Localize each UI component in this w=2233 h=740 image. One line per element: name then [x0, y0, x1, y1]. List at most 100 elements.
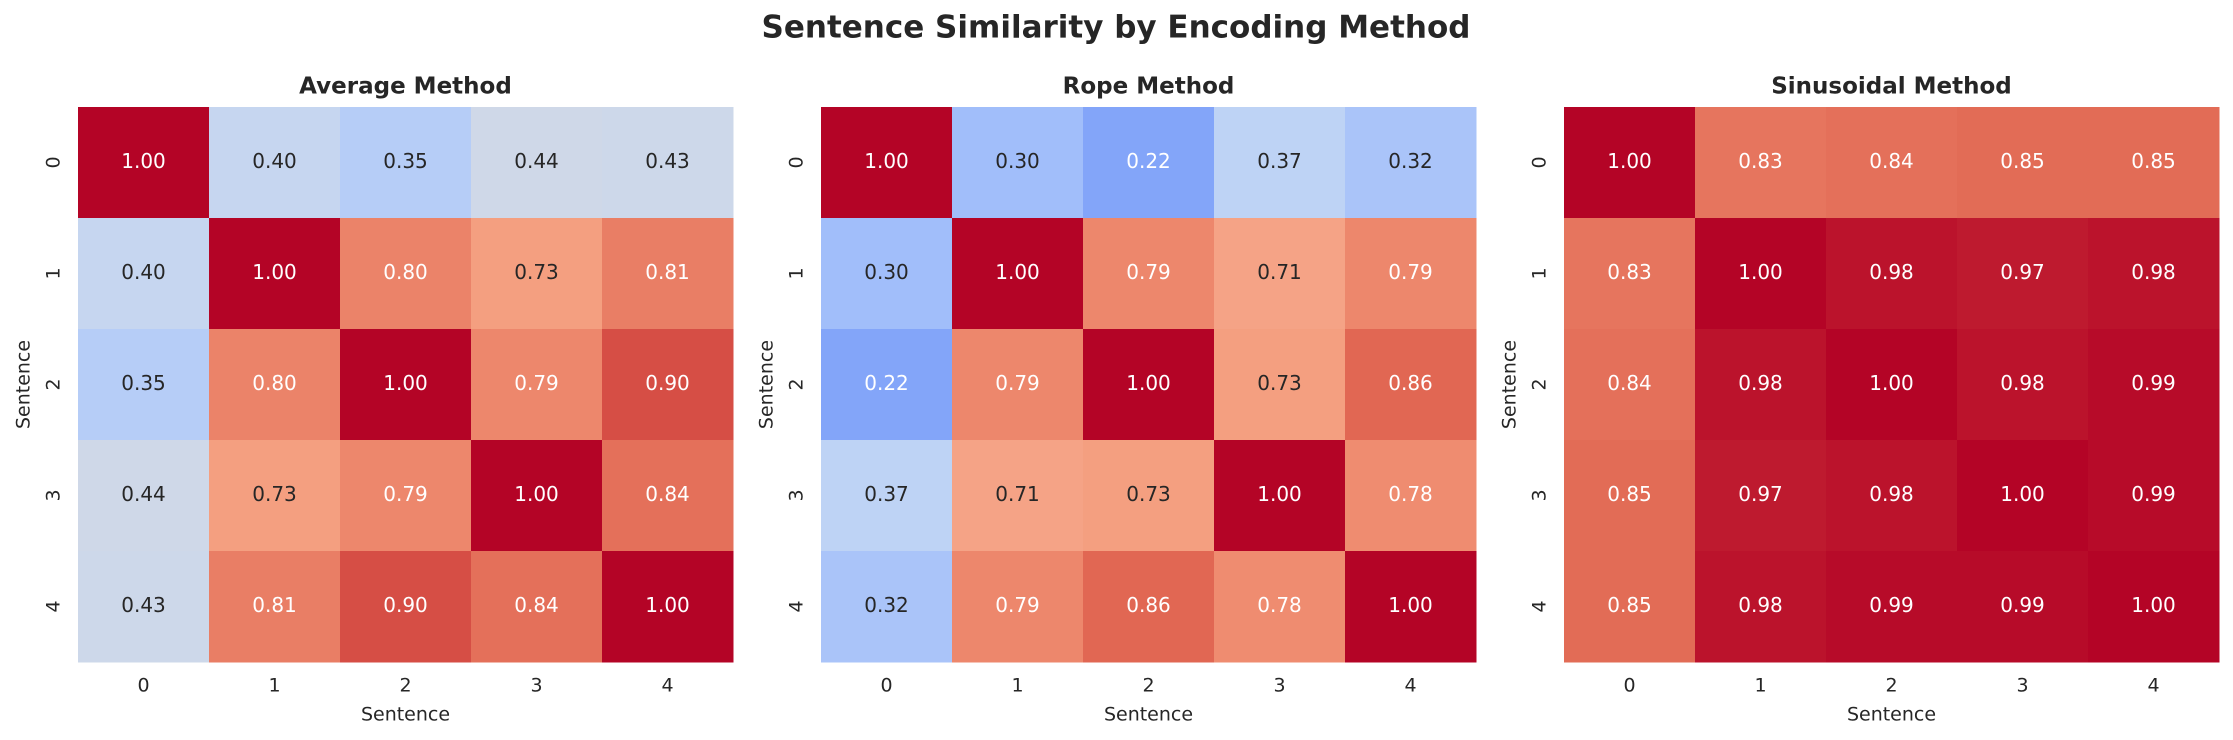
cell-label: 0.37	[864, 482, 909, 506]
heatmap-cell	[471, 218, 603, 330]
cell-label: 0.22	[864, 371, 909, 395]
cell-label: 1.00	[1257, 482, 1302, 506]
cell-label: 1.00	[995, 260, 1040, 284]
heatmap-cell	[1214, 107, 1346, 219]
cell-label: 0.98	[1869, 260, 1914, 284]
cell-label: 0.99	[2131, 482, 2176, 506]
heatmap-cell	[821, 329, 953, 441]
heatmap-cell	[1345, 440, 1477, 552]
cell-label: 0.78	[1388, 482, 1433, 506]
cell-label: 0.98	[1869, 482, 1914, 506]
panel-title: Rope Method	[1063, 74, 1235, 100]
x-tick-label: 4	[2147, 675, 2159, 697]
heatmap-cell	[1083, 440, 1215, 552]
heatmap-cell	[2088, 551, 2220, 663]
cell-label: 0.85	[2131, 149, 2176, 173]
cell-label: 0.79	[514, 371, 559, 395]
heatmap-cell	[952, 551, 1084, 663]
y-tick-label: 0	[1529, 156, 1551, 168]
heatmap-cell	[471, 440, 603, 552]
heatmap-cell	[471, 329, 603, 441]
cell-label: 1.00	[1607, 149, 1652, 173]
cell-label: 1.00	[121, 149, 166, 173]
heatmap-cell	[340, 440, 472, 552]
heatmap-cell	[1826, 107, 1958, 219]
heatmap-cell	[209, 329, 341, 441]
heatmap-cell	[952, 107, 1084, 219]
cell-label: 0.85	[2000, 149, 2045, 173]
x-tick-label: 1	[1754, 675, 1766, 697]
heatmap-cell	[78, 218, 210, 330]
cell-label: 1.00	[864, 149, 909, 173]
cell-label: 0.97	[1738, 482, 1783, 506]
cell-label: 0.40	[121, 260, 166, 284]
chart-title: Sentence Similarity by Encoding Method	[762, 10, 1471, 46]
heatmap-cell	[1695, 440, 1827, 552]
heatmap-cell	[209, 218, 341, 330]
cell-label: 0.79	[1126, 260, 1171, 284]
y-tick-label: 2	[786, 378, 808, 390]
x-tick-label: 3	[530, 675, 542, 697]
cell-label: 0.79	[995, 593, 1040, 617]
cell-label: 0.43	[121, 593, 166, 617]
cell-label: 0.71	[995, 482, 1040, 506]
heatmap-cell	[821, 551, 953, 663]
x-tick-label: 4	[1404, 675, 1416, 697]
y-tick-label: 1	[1529, 267, 1551, 279]
cell-label: 0.83	[1607, 260, 1652, 284]
x-axis-label: Sentence	[1104, 704, 1193, 726]
heatmap-cell	[1957, 551, 2089, 663]
cell-label: 0.44	[514, 149, 559, 173]
cell-label: 0.85	[1607, 482, 1652, 506]
cell-label: 0.32	[864, 593, 909, 617]
cell-label: 0.84	[514, 593, 559, 617]
heatmap-cell	[1564, 551, 1696, 663]
heatmap-cell	[1214, 329, 1346, 441]
x-tick-label: 0	[880, 675, 892, 697]
heatmap-cell	[2088, 107, 2220, 219]
heatmap-cell	[471, 551, 603, 663]
heatmap-cell	[2088, 218, 2220, 330]
heatmap-cell	[2088, 329, 2220, 441]
cell-label: 1.00	[252, 260, 297, 284]
heatmap-cell	[952, 218, 1084, 330]
cell-label: 0.90	[645, 371, 690, 395]
heatmap-cell	[952, 440, 1084, 552]
x-tick-label: 2	[399, 675, 411, 697]
cell-label: 0.99	[2000, 593, 2045, 617]
heatmap-cell	[1564, 440, 1696, 552]
cell-label: 0.99	[1869, 593, 1914, 617]
heatmap-cell	[78, 107, 210, 219]
heatmap-cell	[602, 551, 734, 663]
x-axis-label: Sentence	[361, 704, 450, 726]
y-tick-label: 3	[43, 489, 65, 501]
heatmap-cell	[1345, 551, 1477, 663]
cell-label: 0.81	[252, 593, 297, 617]
heatmap-cell	[1564, 218, 1696, 330]
heatmap-cell	[340, 551, 472, 663]
x-tick-label: 1	[268, 675, 280, 697]
cell-label: 0.37	[1257, 149, 1302, 173]
y-axis-label: Sentence	[13, 340, 35, 429]
cell-label: 0.98	[2000, 371, 2045, 395]
y-tick-label: 2	[43, 378, 65, 390]
y-axis-label: Sentence	[1499, 340, 1521, 429]
heatmap-cell	[1345, 218, 1477, 330]
heatmap-cell	[1564, 107, 1696, 219]
y-tick-label: 3	[786, 489, 808, 501]
cell-label: 0.98	[1738, 593, 1783, 617]
cell-label: 0.22	[1126, 149, 1171, 173]
cell-label: 0.86	[1126, 593, 1171, 617]
heatmap-cell	[1214, 218, 1346, 330]
cell-label: 0.98	[2131, 260, 2176, 284]
cell-label: 1.00	[2000, 482, 2045, 506]
cell-label: 1.00	[1869, 371, 1914, 395]
cell-label: 0.84	[1869, 149, 1914, 173]
heatmap-cell	[821, 440, 953, 552]
heatmap-cell	[209, 551, 341, 663]
heatmap-cell	[1214, 440, 1346, 552]
cell-label: 0.79	[995, 371, 1040, 395]
cell-label: 0.79	[383, 482, 428, 506]
cell-label: 1.00	[645, 593, 690, 617]
heatmap-cell	[1957, 329, 2089, 441]
